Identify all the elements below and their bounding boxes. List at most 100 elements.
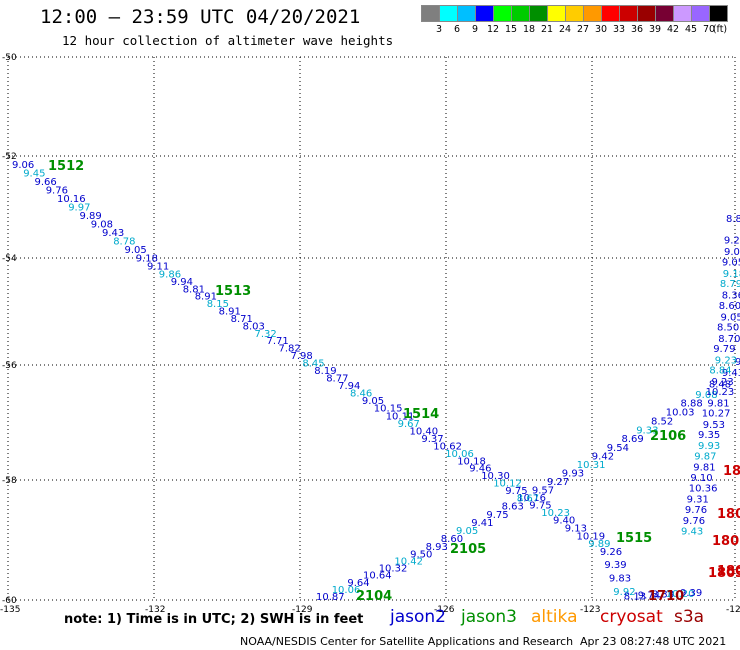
wave-height-value: 8.52: [651, 416, 673, 427]
wave-height-value: 10.31: [577, 460, 606, 471]
wave-height-value: 9.05: [456, 526, 478, 537]
wave-height-value: 7.71: [267, 336, 289, 347]
wave-height-value: 8.69: [622, 434, 644, 445]
wave-height-value: 9.20: [724, 236, 740, 247]
wave-height-value: 9.18: [723, 269, 740, 280]
pass-label: 180: [723, 464, 740, 479]
wave-height-value: 10.15: [374, 404, 403, 415]
wave-height-value: 9.86: [159, 269, 181, 280]
wave-height-value: 8.88: [681, 399, 703, 410]
lon-tick-label: -129: [292, 605, 313, 615]
wave-height-value: 10.19: [577, 531, 606, 542]
wave-height-value: 9.57: [532, 485, 554, 496]
pass-label: 2104: [356, 589, 392, 604]
satellite-name: cryosat: [600, 607, 663, 627]
legend-tick-label: 42: [666, 24, 680, 35]
pass-label: 1514: [403, 407, 439, 422]
pass-label: 2105: [450, 542, 486, 557]
lon-tick-label: -124: [726, 605, 740, 615]
wave-height-value: 9.93: [562, 469, 584, 480]
legend-tick-label: 33: [612, 24, 626, 35]
legend-tick-label: 45: [684, 24, 698, 35]
wave-height-value: 9.23: [712, 377, 734, 388]
wave-height-value: 9.67: [398, 419, 420, 430]
wave-height-value: 9.08: [695, 390, 717, 401]
wave-height-value: 8.91: [219, 307, 241, 318]
wave-height-value: 9.05: [125, 245, 147, 256]
wave-height-value: 9.89: [588, 539, 610, 550]
wave-height-value: 8.36: [722, 291, 740, 302]
wave-height-value: 9.08: [91, 219, 113, 230]
wave-height-value: 9.43: [722, 368, 740, 379]
wave-height-value: 10.27: [702, 409, 731, 420]
wave-height-value: 9.05: [721, 312, 740, 323]
footnote: note: 1) Time is in UTC; 2) SWH is in fe…: [64, 612, 364, 627]
wave-height-value: 8.60: [719, 301, 740, 312]
wave-height-value: 9.39: [680, 588, 702, 599]
wave-height-value: 9.83: [609, 574, 631, 585]
wave-height-value: 9.05: [362, 396, 384, 407]
wave-height-value: 9.92: [613, 587, 635, 598]
pass-label: 1513: [215, 284, 251, 299]
wave-height-value: 10.03: [666, 408, 695, 419]
wave-height-value: 10.20: [666, 589, 695, 600]
wave-height-value: 9.23: [715, 356, 737, 367]
wave-height-value: 8.19: [314, 366, 336, 377]
wave-height-value: 9.10: [690, 473, 712, 484]
wave-height-value: 10.32: [379, 564, 408, 575]
wave-height-value: 9.76: [683, 516, 705, 527]
wave-height-value: 9.75: [529, 501, 551, 512]
legend-tick-label: 36: [630, 24, 644, 35]
wave-height-value: 9.81: [707, 399, 729, 410]
wave-height-value: 8.70: [718, 334, 740, 345]
wave-height-value: 9.13: [565, 524, 587, 535]
wave-height-value: 9.93: [698, 441, 720, 452]
wave-height-value: 8.13: [624, 592, 646, 603]
wave-height-value: 8.03: [243, 321, 265, 332]
wave-height-value: 9.75: [486, 510, 508, 521]
wave-height-value: 8.50: [717, 323, 739, 334]
wave-height-value: 10.06: [332, 585, 361, 596]
wave-height-value: 9.74: [638, 591, 660, 602]
lon-tick-label: -123: [580, 605, 600, 615]
wave-height-value: 8.38: [652, 590, 674, 601]
wave-height-value: 8.71: [231, 314, 253, 325]
wave-height-value: 9.40: [553, 516, 575, 527]
wave-height-value: 9.79: [713, 344, 735, 355]
legend-tick-label: 12: [486, 24, 500, 35]
lat-tick-label: -60: [2, 596, 17, 606]
lat-tick-label: -58: [2, 476, 17, 486]
legend-tick-label: 3: [435, 24, 443, 35]
wave-height-value: 9.45: [23, 169, 45, 180]
legend-tick-label: 27: [576, 24, 590, 35]
axis-labels: -135 -132 -129 -126 -123 -124 -50 -52 -54 -56 -58 -…: [0, 53, 740, 615]
wave-height-value: 9.75: [505, 486, 527, 497]
wave-height-value: 9.53: [703, 420, 725, 431]
pass-labels: 1512151315141515210421052106171018018018…: [48, 159, 740, 604]
wave-height-value: 7.98: [291, 351, 313, 362]
wave-height-value: 8.67: [517, 494, 539, 505]
wave-height-value: 7.82: [279, 344, 301, 355]
wave-height-value: 9.18: [136, 253, 158, 264]
wave-height-value: 9.97: [68, 202, 90, 213]
wave-height-value: 9.41: [471, 518, 493, 529]
wave-height-value: 9.87: [694, 452, 716, 463]
wave-height-value: 10.16: [57, 194, 86, 205]
grid-lines: [7, 56, 736, 601]
legend-unit: (ft): [712, 24, 728, 35]
page-title: 12:00 – 23:59 UTC 04/20/2021: [40, 6, 361, 28]
wave-height-value: 8.77: [326, 374, 348, 385]
satellite-name: s3a: [674, 607, 705, 627]
pass-label: 2106: [650, 429, 686, 444]
wave-height-value: 7.32: [255, 329, 277, 340]
lat-tick-label: -54: [2, 254, 17, 264]
pass-label: 180: [712, 534, 739, 549]
wave-height-value: 10.64: [363, 571, 392, 582]
wave-height-value: 10.42: [394, 557, 423, 568]
wave-height-value: 9.05: [722, 257, 740, 268]
legend-tick-label: 24: [558, 24, 572, 35]
wave-height-value: 9.37: [421, 434, 443, 445]
pass-label: 1515: [616, 531, 652, 546]
wave-height-value: 9.28: [735, 357, 740, 368]
legend-tick-label: 30: [594, 24, 608, 35]
